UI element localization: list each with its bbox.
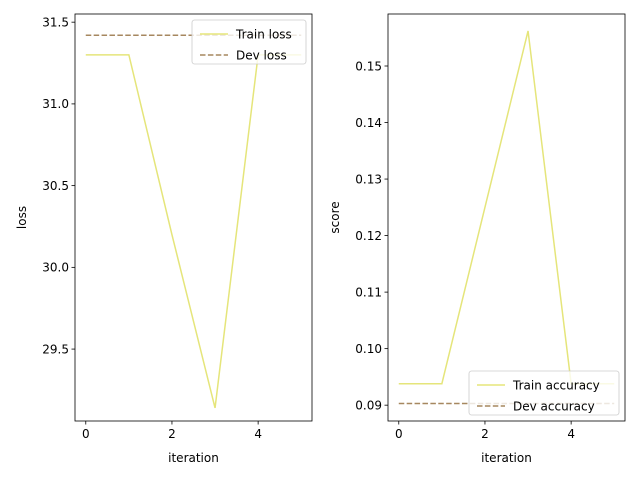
legend-box [468, 370, 620, 416]
y-tick-label: 31.0 [42, 97, 69, 111]
x-tick-label: 4 [567, 427, 575, 441]
y-tick-label: 0.10 [355, 342, 382, 356]
legend-label: Dev accuracy [513, 399, 595, 413]
y-axis-label: loss [15, 206, 29, 229]
y-tick-label: 29.5 [42, 342, 69, 356]
series-line-2-1 [398, 30, 615, 385]
y-tick-label: 0.09 [355, 398, 382, 412]
x-axis-label: iteration [481, 451, 532, 465]
y-tick-label: 30.0 [42, 261, 69, 275]
x-tick-label: 0 [395, 427, 403, 441]
legend: Train loss Dev loss [191, 19, 307, 65]
y-tick-label: 30.5 [42, 179, 69, 193]
x-axis-label: iteration [168, 451, 219, 465]
x-tick-label: 2 [168, 427, 176, 441]
legend-label: Train loss [235, 27, 292, 41]
legend-label: Dev loss [236, 48, 287, 62]
y-tick-label: 0.14 [355, 116, 382, 130]
legend-box [191, 19, 307, 65]
axes-frame [387, 13, 626, 422]
series-line-1-1 [85, 54, 302, 409]
axes-frame [74, 13, 313, 422]
chart-panel-1: 0 2 4 29.5 30.0 30.5 31.0 31.5 iteration loss Trai… [15, 13, 313, 465]
y-tick-label: 0.15 [355, 59, 382, 73]
legend-label: Train accuracy [512, 378, 600, 392]
y-axis-label: score [328, 201, 342, 233]
x-tick-label: 0 [82, 427, 90, 441]
y-tick-label: 31.5 [42, 15, 69, 29]
x-tick-label: 4 [254, 427, 262, 441]
y-tick-label: 0.12 [355, 229, 382, 243]
x-tick-label: 2 [481, 427, 489, 441]
chart-panel-2: 0 2 4 0.09 0.10 0.11 0.12 0.13 0.14 0.15 iteration… [328, 13, 626, 465]
y-tick-label: 0.13 [355, 172, 382, 186]
y-tick-label: 0.11 [355, 285, 382, 299]
legend: Train accuracy Dev accuracy [468, 370, 620, 416]
